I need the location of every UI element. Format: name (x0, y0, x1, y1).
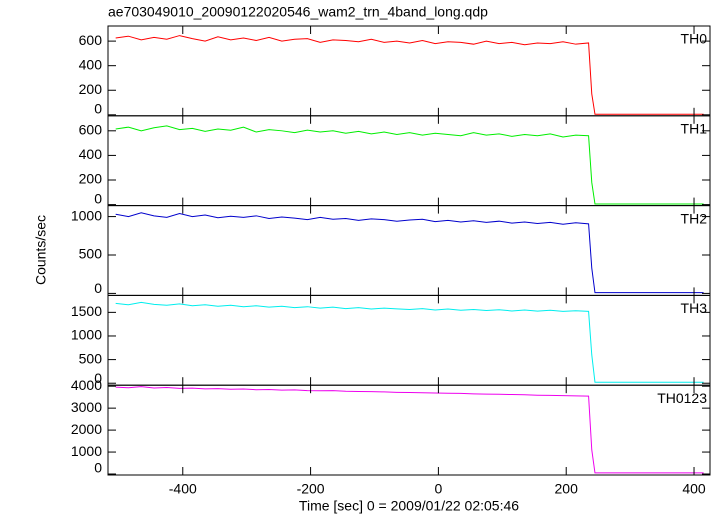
y-tick-label: 200 (79, 81, 103, 97)
y-tick-label: 600 (79, 32, 103, 48)
y-tick-label: 200 (79, 171, 103, 187)
x-tick-label: -400 (169, 481, 197, 497)
panel-label: TH2 (681, 210, 708, 226)
chart-title: ae703049010_20090122020546_wam2_trn_4ban… (108, 4, 488, 20)
y-tick-label: 0 (94, 101, 102, 117)
y-tick-label: 400 (79, 56, 103, 72)
y-tick-label: 500 (79, 246, 103, 262)
y-tick-label: 4000 (71, 377, 102, 393)
y-tick-label: 0 (94, 460, 102, 476)
x-tick-label: -200 (297, 481, 325, 497)
x-tick-label: 200 (555, 481, 579, 497)
y-tick-label: 600 (79, 122, 103, 138)
panel-label: TH0 (681, 31, 708, 47)
panel-frame (107, 294, 711, 386)
y-tick-label: 1500 (71, 303, 102, 319)
panel-frame (107, 384, 711, 476)
data-line (115, 212, 704, 294)
y-tick-label: 3000 (71, 399, 102, 415)
y-tick-label: 500 (79, 350, 103, 366)
y-tick-label: 2000 (71, 421, 102, 437)
y-tick-label: 1000 (71, 327, 102, 343)
y-tick-label: 400 (79, 146, 103, 162)
x-tick-label: 0 (434, 481, 442, 497)
y-axis-label: Counts/sec (33, 215, 49, 285)
y-tick-label: 1000 (71, 443, 102, 459)
panel-frame (107, 205, 711, 296)
data-line (115, 35, 704, 115)
panel-label: TH0123 (657, 390, 707, 406)
y-tick-label: 1000 (71, 207, 102, 223)
data-line (115, 301, 704, 383)
panel-label: TH1 (681, 121, 708, 137)
data-line (115, 386, 704, 474)
y-tick-label: 0 (94, 190, 102, 206)
y-tick-label: 0 (94, 280, 102, 296)
x-tick-label: 400 (682, 481, 706, 497)
data-line (115, 125, 704, 205)
y-tick-label: 0 (94, 370, 102, 386)
panel-label: TH3 (681, 300, 708, 316)
x-axis-label: Time [sec] 0 = 2009/01/22 02:05:46 (299, 498, 519, 514)
